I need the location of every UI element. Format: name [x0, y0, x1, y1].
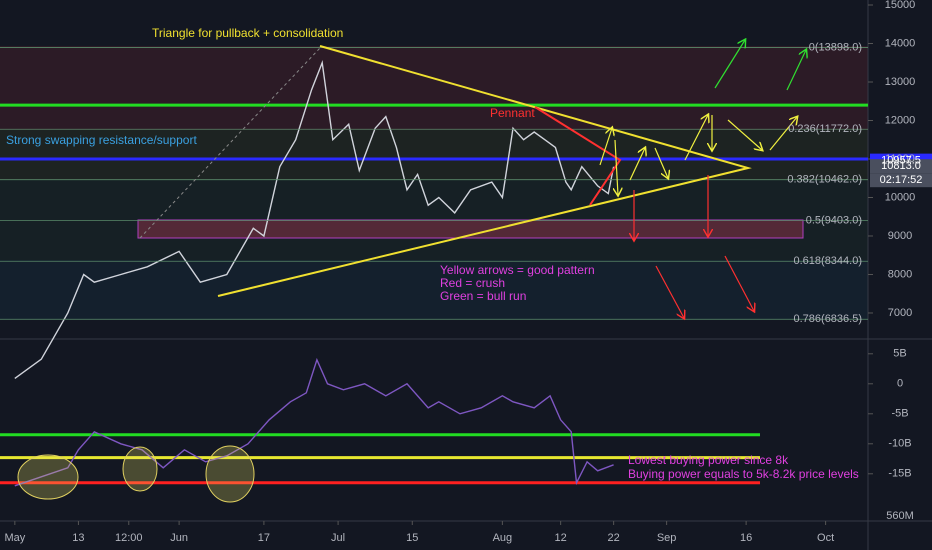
arrow [684, 115, 708, 161]
countdown: 02:17:52 [880, 174, 923, 186]
y-tick-label: 8000 [888, 268, 912, 280]
annotation: Green = bull run [440, 289, 526, 303]
arrow [727, 119, 762, 150]
y-tick-label: -10B [888, 438, 911, 450]
highlight [122, 446, 158, 492]
x-tick-label: Jun [170, 532, 188, 544]
series-line [14, 357, 614, 487]
y-tick-label: 9000 [888, 230, 912, 242]
y-tick-label: 7000 [888, 307, 912, 319]
trend-dash [139, 47, 321, 239]
y-tick-label: 0 [897, 378, 903, 390]
highlight [205, 445, 255, 503]
x-tick-label: 12 [555, 532, 567, 544]
x-tick-label: Aug [493, 532, 513, 544]
y-tick-label: 5B [893, 348, 906, 360]
x-tick-label: Oct [817, 532, 834, 544]
fib-label: 0(13898.0) [809, 41, 862, 53]
zone [0, 46, 868, 130]
annotation: Triangle for pullback + consolidation [152, 26, 343, 40]
y-tick-label: 14000 [885, 37, 916, 49]
arrow [629, 148, 645, 181]
arrow [769, 117, 797, 151]
arrow [615, 139, 618, 195]
price-pane [0, 0, 868, 338]
fib-label: 0.786(6836.5) [794, 313, 863, 325]
arrow [654, 147, 668, 178]
y-tick-label: -15B [888, 468, 911, 480]
arrow [655, 265, 684, 318]
arrow [599, 128, 612, 166]
arrow [724, 255, 754, 311]
arrow [786, 50, 806, 91]
x-tick-label: 12:00 [115, 532, 143, 544]
countdown-box [870, 173, 932, 188]
annotation: Strong swapping resistance/support [6, 133, 197, 147]
price-tag-label: 10957.5 [881, 155, 921, 167]
y-tick-label: 11000 [885, 153, 915, 165]
x-tick-label: Jul [331, 532, 345, 544]
triangle [217, 45, 752, 297]
x-tick-label: 15 [406, 532, 418, 544]
y-tick-label: 15000 [885, 0, 916, 11]
zone [0, 130, 868, 180]
y-tick-label: 10000 [885, 191, 916, 203]
x-tick-label: 22 [608, 532, 620, 544]
annotation: Yellow arrows = good pattern [440, 263, 595, 277]
zone [0, 260, 868, 320]
fib-label: 0.236(11772.0) [788, 123, 862, 135]
annotation: Red = crush [440, 276, 505, 290]
volume-label: 560M [886, 510, 914, 522]
series-line [14, 59, 615, 379]
y-tick-label: -5B [891, 408, 908, 420]
y-tick-label: 12000 [885, 114, 916, 126]
fib-label: 0.382(10462.0) [787, 174, 862, 186]
price-tag [870, 159, 932, 174]
annotation: Buying power equals to 5k-8.2k price lev… [628, 467, 859, 481]
price-tag-label: 10813.0 [881, 160, 921, 172]
pennant [534, 106, 622, 206]
x-tick-label: 16 [740, 532, 752, 544]
x-tick-label: May [4, 532, 25, 544]
y-tick-label: 13000 [885, 76, 916, 88]
annotation: Lowest buying power since 8k [628, 453, 789, 467]
annotation: Pennant [490, 106, 535, 120]
fib-label: 0.618(8344.0) [794, 255, 863, 267]
x-tick-label: Sep [657, 532, 677, 544]
x-tick-label: 13 [72, 532, 84, 544]
x-tick-label: 17 [258, 532, 270, 544]
fib-label: 0.5(9403.0) [806, 214, 862, 226]
highlight [17, 454, 79, 500]
arrow [714, 40, 745, 89]
